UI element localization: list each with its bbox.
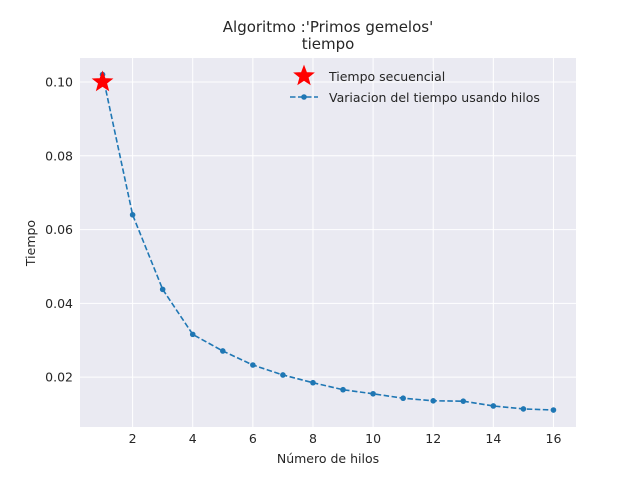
y-tick-label: 0.08: [45, 148, 73, 163]
y-axis-label: Tiempo: [23, 220, 38, 267]
y-tick-label: 0.10: [45, 74, 73, 89]
series-hilos-point: [370, 390, 376, 397]
series-hilos-point: [310, 379, 316, 386]
series-hilos-point: [280, 372, 286, 378]
y-tick-label: 0.04: [45, 296, 73, 311]
legend-star-marker-icon: [293, 64, 315, 86]
series-hilos-point: [250, 362, 256, 368]
series-hilos-point: [490, 403, 497, 409]
chart-title-line-1: Algoritmo :'Primos gemelos': [223, 18, 433, 36]
x-tick-label: 12: [425, 431, 441, 446]
chart-title-line-2: tiempo: [302, 35, 355, 53]
x-tick-labels: 2 4 6 8 10 12 14 16: [129, 431, 562, 446]
y-tick-label: 0.06: [45, 222, 73, 237]
y-tick-label: 0.02: [45, 370, 73, 385]
series-hilos-point: [400, 395, 406, 402]
series-hilos-point: [460, 398, 467, 404]
x-tick-label: 2: [129, 431, 137, 446]
x-tick-label: 6: [249, 431, 257, 446]
series-layer: [91, 70, 557, 413]
series-hilos-line: [101, 74, 554, 411]
series-hilos-point: [129, 212, 136, 218]
series-hilos-point: [550, 407, 557, 413]
x-tick-label: 16: [546, 431, 562, 446]
series-hilos-point: [219, 348, 226, 354]
x-tick-label: 8: [309, 431, 317, 446]
x-tick-label: 10: [365, 431, 381, 446]
plot-area: [80, 58, 576, 427]
x-tick-label: 14: [485, 431, 501, 446]
series-hilos-point: [159, 286, 166, 293]
x-tick-label: 4: [189, 431, 197, 446]
legend-dot-marker-icon: [301, 94, 307, 100]
legend: Tiempo secuencial Variacion del tiempo u…: [290, 64, 540, 105]
legend-label-secuencial: Tiempo secuencial: [328, 69, 445, 84]
series-secuencial-star: [91, 70, 114, 92]
series-hilos-point: [430, 398, 437, 404]
series-hilos-point: [520, 406, 527, 412]
x-axis-label: Número de hilos: [277, 451, 379, 466]
legend-label-hilos: Variacion del tiempo usando hilos: [329, 90, 540, 105]
y-tick-labels: 0.02 0.04 0.06 0.08 0.10: [45, 74, 73, 384]
series-hilos-point: [189, 331, 196, 338]
grid-lines: [80, 58, 576, 427]
series-hilos-point: [340, 386, 346, 393]
